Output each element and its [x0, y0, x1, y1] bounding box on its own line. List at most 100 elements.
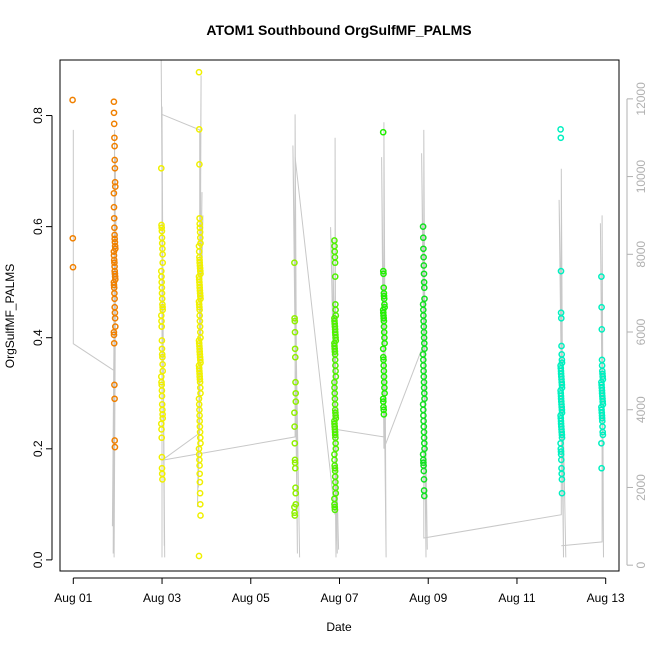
altitude-trace-segment — [561, 215, 604, 558]
data-point — [158, 426, 165, 433]
data-point — [158, 434, 166, 442]
data-point — [291, 509, 298, 517]
data-point — [195, 552, 203, 560]
data-point — [69, 234, 77, 242]
right-tick-label: 12000 — [634, 82, 648, 116]
data-point — [291, 345, 299, 353]
plot-frame — [59, 59, 620, 572]
data-point — [111, 395, 118, 403]
x-tick-label: Aug 01 — [54, 591, 92, 605]
data-point — [110, 120, 118, 128]
data-point — [158, 392, 166, 400]
data-point — [111, 156, 119, 164]
right-tick-label: 2000 — [634, 474, 648, 501]
x-tick-label: Aug 09 — [409, 591, 447, 605]
data-point — [111, 183, 119, 190]
data-point — [111, 437, 119, 444]
data-point — [111, 238, 119, 246]
data-point — [557, 456, 565, 464]
data-point — [69, 263, 77, 271]
x-axis-label: Date — [326, 620, 352, 634]
data-point — [111, 259, 118, 267]
data-point — [110, 339, 118, 347]
data-point — [379, 395, 387, 403]
altitude-trace-segment — [335, 122, 387, 558]
data-point — [69, 96, 76, 104]
data-point — [420, 492, 428, 500]
data-point — [558, 476, 566, 483]
data-point — [110, 281, 118, 289]
data-point — [196, 376, 204, 383]
data-point — [196, 220, 204, 228]
data-point — [380, 411, 388, 418]
altitude-trace-segment — [423, 168, 567, 558]
data-point — [420, 262, 428, 269]
right-tick-label: 4000 — [634, 396, 648, 423]
y-tick-label: 0.2 — [31, 440, 45, 457]
y-tick-label: 0.4 — [31, 329, 45, 346]
data-point — [557, 448, 565, 455]
data-points — [69, 68, 607, 560]
data-point — [159, 251, 166, 258]
altitude-trace-segment — [72, 129, 117, 558]
data-point — [420, 284, 428, 292]
data-point — [331, 506, 339, 514]
data-point — [420, 270, 428, 278]
data-point — [331, 503, 339, 511]
data-point — [195, 126, 203, 133]
data-point — [598, 326, 606, 333]
data-point — [598, 303, 605, 311]
data-point — [111, 235, 119, 243]
data-point — [196, 161, 203, 168]
data-point — [157, 164, 165, 172]
x-tick-label: Aug 03 — [143, 591, 181, 605]
data-point — [291, 317, 299, 325]
data-point — [196, 500, 204, 508]
data-point — [558, 342, 565, 350]
data-point — [111, 224, 118, 232]
data-point — [557, 126, 564, 133]
data-point — [598, 414, 606, 422]
data-point — [331, 259, 339, 267]
data-point — [379, 353, 387, 361]
data-point — [331, 273, 339, 280]
data-point — [110, 248, 118, 255]
data-point — [291, 353, 299, 361]
data-point — [291, 423, 298, 430]
y-axis: 0.0 0.2 0.4 0.6 0.8 — [31, 107, 53, 568]
data-point — [292, 378, 299, 386]
data-point — [291, 409, 298, 417]
data-point — [380, 270, 387, 278]
y-tick-label: 0.6 — [31, 218, 45, 235]
data-point — [419, 223, 427, 230]
data-point — [291, 259, 298, 267]
data-point — [111, 164, 119, 172]
data-point — [331, 464, 339, 472]
data-point — [196, 456, 203, 464]
data-point — [110, 256, 118, 264]
data-point — [196, 478, 204, 486]
data-point — [159, 361, 166, 368]
right-tick-label: 0 — [634, 562, 648, 569]
data-point — [558, 431, 566, 439]
data-point — [159, 353, 166, 361]
data-point — [598, 464, 605, 472]
data-point — [110, 109, 118, 117]
data-point — [419, 234, 427, 242]
data-point — [195, 68, 203, 76]
altitude-trace-segment — [383, 129, 428, 558]
data-point — [598, 273, 605, 280]
x-tick-label: Aug 05 — [232, 591, 270, 605]
data-point — [291, 512, 299, 519]
data-point — [379, 345, 387, 353]
data-point — [291, 328, 299, 336]
data-point — [158, 221, 165, 229]
data-point — [158, 453, 166, 461]
data-point — [111, 134, 118, 142]
data-point — [111, 231, 118, 239]
data-point — [196, 489, 204, 497]
data-point — [292, 398, 300, 405]
data-point — [379, 267, 387, 275]
data-point — [380, 403, 387, 411]
